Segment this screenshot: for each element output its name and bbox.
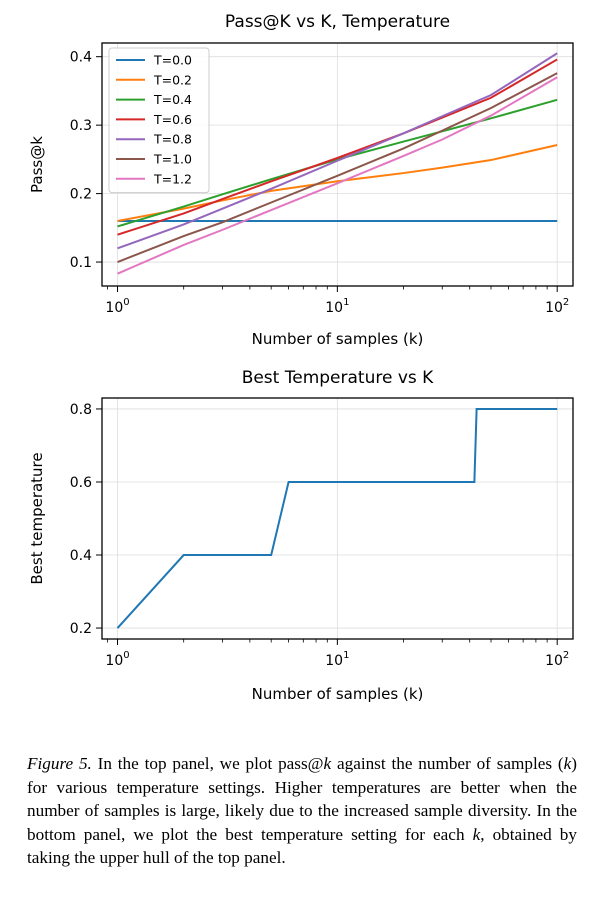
figure-label: Figure 5.: [27, 754, 92, 773]
caption-text-1: In the top panel, we plot pass@: [91, 754, 324, 773]
x-tick-label: 100: [105, 650, 129, 669]
x-tick-base: 10: [105, 300, 123, 316]
x-tick-exponent: 1: [343, 650, 349, 661]
y-tick-label: 0.4: [70, 50, 92, 66]
caption-k-3: k: [472, 824, 481, 844]
x-tick-label: 100: [105, 297, 129, 316]
x-tick-label: 102: [545, 650, 569, 669]
series-group: [116, 407, 558, 629]
x-tick-label: 102: [545, 297, 569, 316]
x-tick-base: 10: [545, 300, 563, 316]
legend-label-4: T=0.8: [153, 132, 192, 147]
series-line-6: [117, 76, 558, 275]
caption-text-3: ) for various temperature settings. High…: [27, 754, 577, 844]
caption-text-2: against the number of samples (: [331, 754, 564, 773]
series-line-4: [117, 52, 558, 250]
x-tick-exponent: 2: [563, 297, 569, 308]
chart-title: Best Temperature vs K: [242, 368, 434, 388]
y-axis: 0.2 0.4 0.6 0.8: [70, 402, 102, 637]
x-axis: 100 101 102: [105, 286, 569, 316]
chart-title: Pass@K vs K, Temperature: [225, 12, 450, 32]
x-tick-exponent: 0: [123, 297, 129, 308]
x-tick-exponent: 1: [343, 297, 349, 308]
series-line-1: [117, 144, 558, 222]
legend-label-6: T=1.2: [153, 171, 192, 186]
series-group: [117, 52, 558, 275]
y-tick-label: 0.2: [70, 621, 92, 637]
y-tick-label: 0.6: [70, 475, 92, 491]
legend-label-3: T=0.6: [153, 112, 192, 127]
x-axis-label: Number of samples (k): [252, 685, 424, 703]
x-tick-base: 10: [325, 300, 343, 316]
series-line-5: [117, 72, 558, 263]
y-axis-label: Best temperature: [28, 452, 46, 584]
x-tick-label: 101: [325, 297, 349, 316]
series-line-3: [117, 58, 558, 236]
y-tick-label: 0.4: [70, 548, 92, 564]
y-axis-label: Pass@k: [28, 136, 46, 193]
x-tick-base: 10: [545, 653, 563, 669]
y-tick-label: 0.2: [70, 187, 92, 203]
y-axis: 0.1 0.2 0.3 0.4: [70, 50, 102, 271]
legend-label-2: T=0.4: [153, 92, 192, 107]
y-tick-label: 0.8: [70, 402, 92, 418]
figure-caption: Figure 5. In the top panel, we plot pass…: [27, 752, 577, 870]
x-tick-base: 10: [105, 653, 123, 669]
x-axis-label: Number of samples (k): [252, 330, 424, 348]
x-axis: 100 101 102: [105, 639, 569, 669]
x-tick-label: 101: [325, 650, 349, 669]
grid: [102, 398, 573, 639]
y-tick-label: 0.1: [70, 255, 92, 271]
x-tick-base: 10: [325, 653, 343, 669]
caption-text-4: , obtained by taking the upper hull of t…: [27, 824, 577, 868]
legend-box: [108, 47, 210, 194]
x-tick-exponent: 2: [563, 650, 569, 661]
series-line-0: [116, 407, 558, 629]
x-tick-exponent: 0: [123, 650, 129, 661]
caption-k-1: k: [323, 754, 332, 773]
y-tick-label: 0.3: [70, 118, 92, 134]
legend-label-1: T=0.2: [153, 72, 192, 87]
legend-label-5: T=1.0: [153, 152, 192, 167]
caption-k-2: k: [563, 754, 572, 773]
legend-label-0: T=0.0: [153, 53, 192, 68]
legend: T=0.0 T=0.2 T=0.4 T=0.6 T=0.8 T=1.0 T=1.2: [108, 47, 210, 194]
